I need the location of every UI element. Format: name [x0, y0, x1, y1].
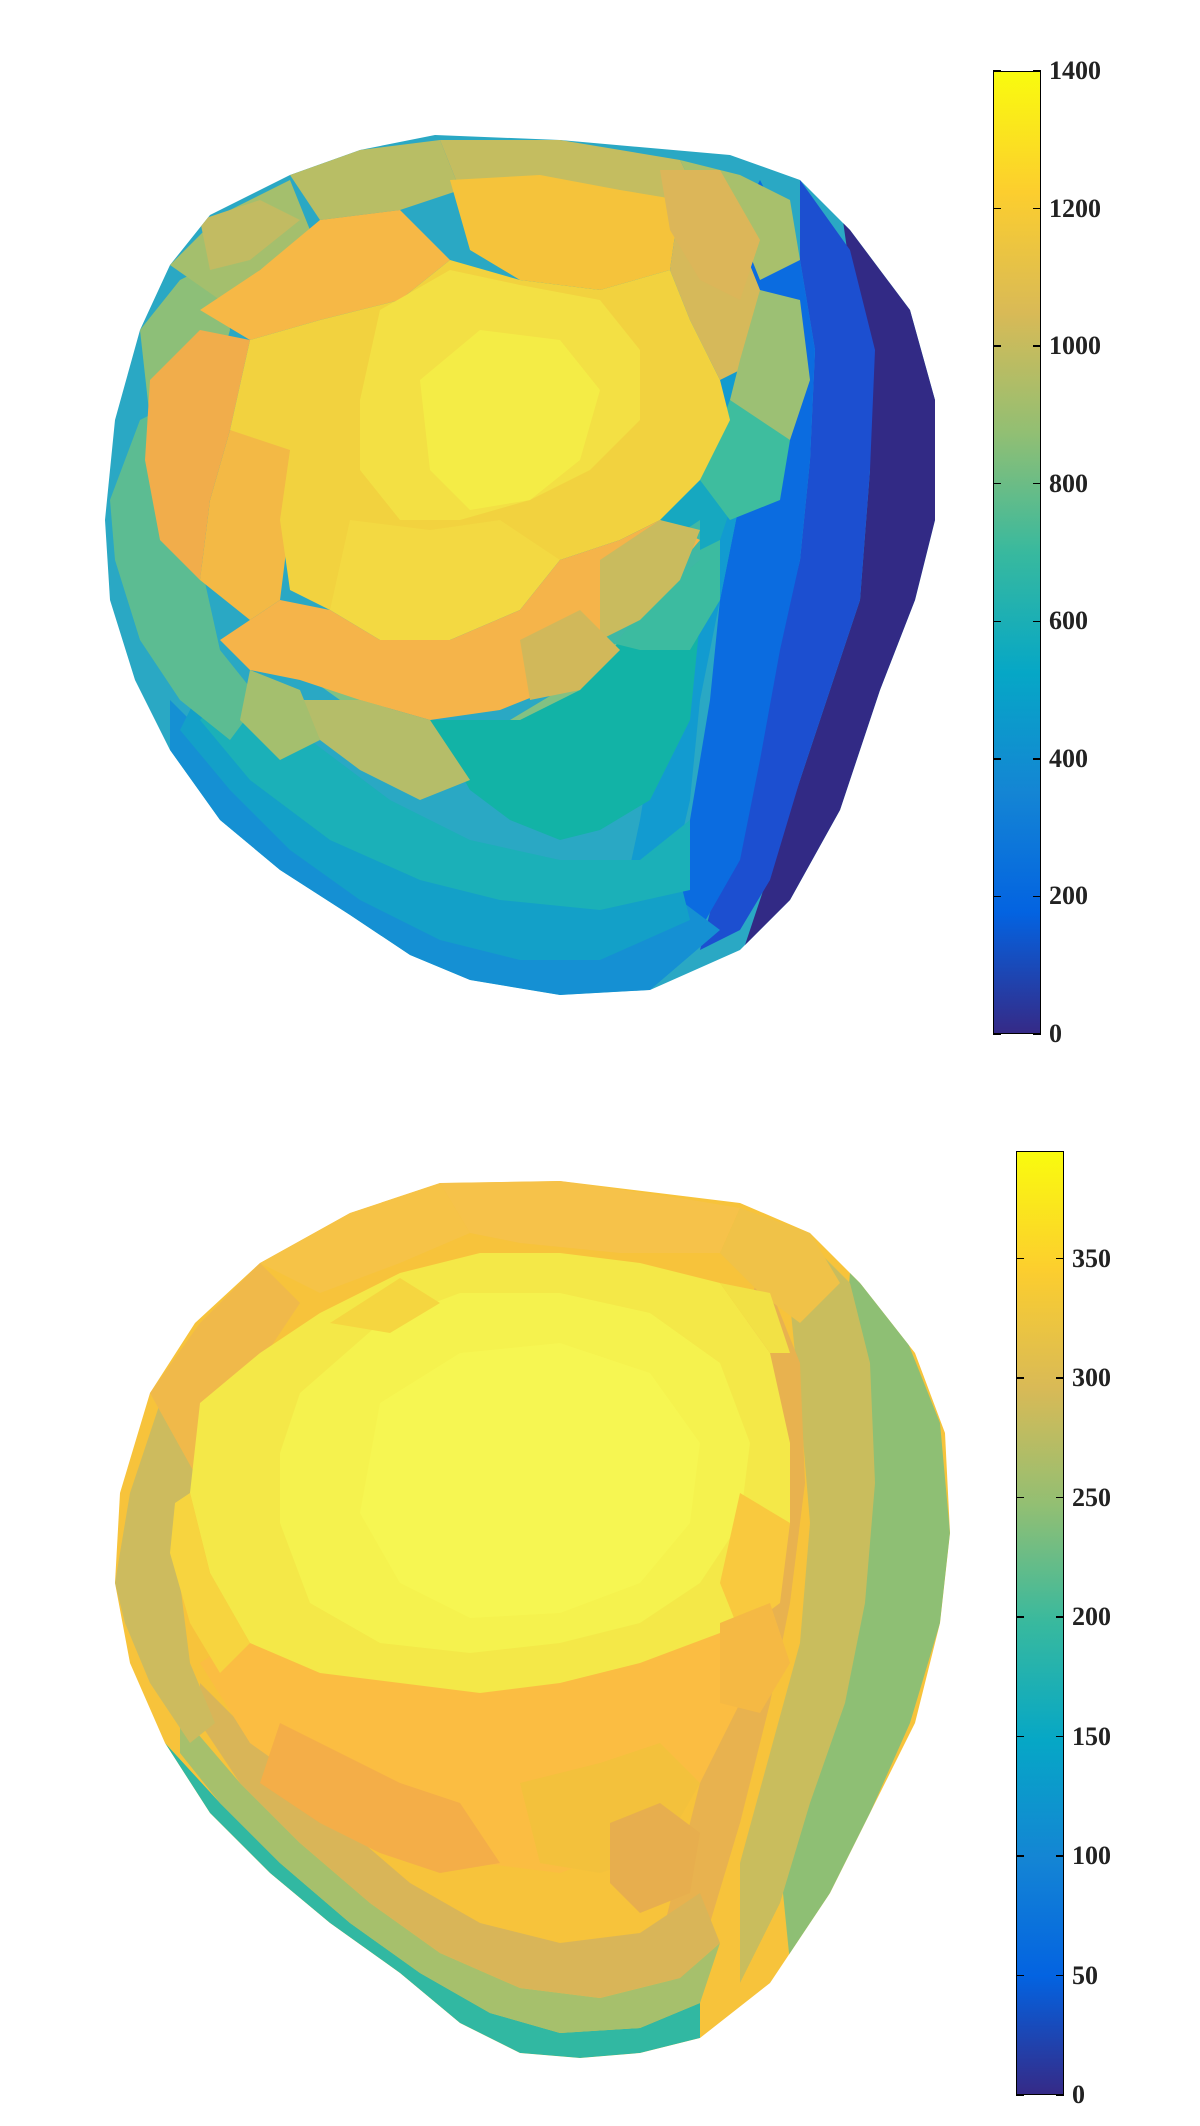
bottom-surface-plot: [115, 1181, 950, 2058]
colorbar-tick-mark: [993, 482, 1001, 485]
colorbar-tick-mark: [1016, 1735, 1024, 1738]
colorbar-tick-label: 250: [1072, 1482, 1111, 1512]
colorbar-tick-mark: [1016, 1496, 1024, 1499]
bottom-surface-mesh: [115, 1181, 950, 2058]
colorbar-tick-label: 0: [1049, 1019, 1062, 1048]
colorbar-tick-mark: [1056, 1616, 1064, 1618]
colorbar-tick-mark: [993, 70, 1001, 72]
colorbar-tick-mark: [1033, 620, 1041, 623]
colorbar-tick-mark: [1056, 1974, 1064, 1977]
colorbar-tick-label: 800: [1049, 468, 1088, 498]
colorbar-tick-label: 300: [1072, 1363, 1111, 1393]
colorbar-tick-label: 50: [1072, 1960, 1098, 1990]
colorbar-tick-mark: [1016, 1377, 1024, 1379]
colorbar-tick-mark: [1056, 2094, 1064, 2096]
bottom-figure-panel: 0 50 100 150 200 250 300 350: [0, 1063, 1200, 2126]
colorbar-tick-mark: [1033, 345, 1041, 347]
colorbar-tick-mark: [1033, 1033, 1041, 1035]
colorbar-tick-label: 1000: [1049, 331, 1101, 361]
colorbar-tick-mark: [1016, 1257, 1024, 1260]
colorbar-tick-label: 200: [1072, 1602, 1111, 1632]
colorbar-tick-mark: [1056, 1257, 1064, 1260]
colorbar-tick-label: 200: [1049, 881, 1088, 911]
colorbar-tick-mark: [993, 207, 1001, 210]
colorbar-tick-mark: [1016, 1974, 1024, 1977]
colorbar-tick-mark: [1016, 2094, 1024, 2096]
colorbar-tick-label: 600: [1049, 606, 1088, 636]
colorbar-tick-mark: [993, 1033, 1001, 1035]
colorbar-tick-label: 150: [1072, 1721, 1111, 1751]
colorbar-tick-label: 400: [1049, 743, 1088, 773]
top-colorbar: [993, 71, 1041, 1034]
colorbar-tick-mark: [1033, 482, 1041, 485]
colorbar-tick-mark: [1056, 1496, 1064, 1499]
colorbar-tick-mark: [993, 620, 1001, 623]
colorbar-tick-label: 0: [1072, 2080, 1085, 2109]
colorbar-tick-label: 100: [1072, 1841, 1111, 1870]
colorbar-tick-label: 1400: [1049, 56, 1101, 85]
colorbar-tick-mark: [1056, 1735, 1064, 1738]
colorbar-tick-mark: [1056, 1377, 1064, 1379]
colorbar-tick-label: 350: [1072, 1243, 1111, 1273]
colorbar-tick-mark: [993, 758, 1001, 760]
colorbar-tick-mark: [1056, 1855, 1064, 1857]
colorbar-tick-mark: [1033, 70, 1041, 72]
colorbar-tick-label: 1200: [1049, 193, 1101, 223]
top-surface-plot: [105, 135, 935, 995]
colorbar-tick-mark: [1033, 758, 1041, 760]
colorbar-tick-mark: [993, 895, 1001, 898]
top-surface-mesh: [105, 135, 935, 995]
top-figure-panel: 0 200 400 600 800 1000 1200 1400: [105, 56, 1101, 1048]
colorbar-tick-mark: [1016, 1616, 1024, 1618]
colorbar-tick-mark: [1033, 207, 1041, 210]
colorbar-tick-mark: [1033, 895, 1041, 898]
bottom-colorbar: [1016, 1151, 1064, 2095]
colorbar-tick-mark: [993, 345, 1001, 347]
colorbar-tick-mark: [1016, 1855, 1024, 1857]
